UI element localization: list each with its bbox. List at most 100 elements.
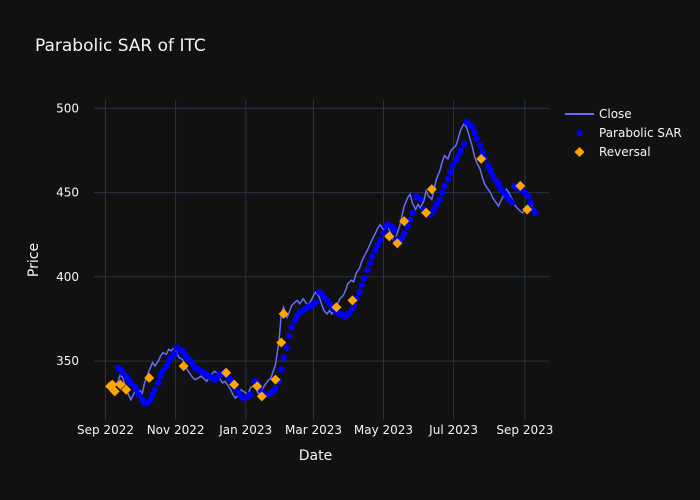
sar-point	[449, 162, 456, 169]
sar-point	[401, 229, 408, 237]
sar-point	[376, 236, 384, 243]
sar-point	[348, 307, 355, 314]
sar-point	[372, 246, 379, 254]
sar-point	[280, 354, 287, 361]
sar-point	[438, 189, 446, 196]
legend-sar-swatch	[576, 130, 583, 136]
sar-point	[398, 234, 406, 242]
sar-point	[525, 192, 532, 200]
sar-point	[436, 196, 443, 203]
sar-point	[471, 128, 478, 136]
sar-point	[484, 162, 492, 169]
sar-point	[487, 167, 494, 174]
legend-close-label: Close	[599, 107, 632, 121]
x-tick-label: Nov 2022	[147, 423, 205, 437]
sar-point	[163, 362, 170, 370]
sar-point	[457, 147, 464, 154]
reversal-point	[144, 372, 155, 383]
sar-point	[455, 152, 462, 159]
reversal-point	[270, 374, 281, 385]
reversal-point	[252, 381, 263, 392]
y-tick-label: 450	[56, 186, 79, 200]
reversal-point	[421, 207, 432, 218]
sar-point	[479, 149, 486, 156]
legend-item-reversal[interactable]: Reversal	[574, 145, 651, 159]
sar-point	[374, 241, 381, 248]
sar-point	[283, 344, 291, 351]
sar-point	[468, 123, 476, 131]
x-tick-label: May 2023	[354, 423, 413, 437]
legend-item-close[interactable]: Close	[565, 107, 632, 121]
reversal-point	[276, 337, 287, 348]
sar-point	[159, 368, 167, 375]
sar-point	[433, 201, 440, 208]
sar-point	[368, 253, 376, 260]
x-tick-label: Mar 2023	[285, 423, 342, 437]
y-tick-label: 350	[56, 354, 79, 368]
legend-reversal-label: Reversal	[599, 145, 651, 159]
sar-point	[441, 182, 448, 190]
reversal-point	[331, 302, 342, 313]
legend-item-parabolic-sar[interactable]: Parabolic SAR	[576, 126, 682, 140]
sar-point	[430, 206, 438, 213]
sar-point	[495, 181, 502, 188]
sar-point	[409, 209, 416, 216]
sar-point	[171, 351, 178, 358]
sar-point	[527, 199, 534, 206]
sar-point	[278, 366, 285, 373]
reversal-point	[221, 367, 232, 378]
x-tick-label: Jul 2023	[428, 423, 478, 437]
legend-reversal-swatch	[574, 147, 585, 157]
sar-point	[151, 386, 159, 393]
sar-point	[149, 391, 156, 398]
sar-point	[404, 223, 411, 230]
x-tick-label: Sep 2023	[496, 423, 553, 437]
sar-point	[360, 275, 368, 282]
sar-point	[135, 391, 142, 398]
sar-point	[489, 172, 496, 179]
x-axis-ticks: Sep 2022 Nov 2022 Jan 2023 Mar 2023 May 2023…	[77, 423, 553, 437]
y-axis-title: Price	[26, 243, 42, 277]
sar-point	[358, 282, 365, 289]
sar-point	[364, 266, 371, 274]
reversal-point	[115, 379, 126, 390]
sar-point	[366, 260, 373, 267]
legend-sar-label: Parabolic SAR	[599, 126, 682, 140]
sar-point	[291, 317, 299, 324]
sar-point	[380, 229, 387, 237]
sar-point	[155, 379, 162, 387]
reversal-point	[426, 184, 437, 195]
sar-point	[288, 324, 295, 331]
sar-point	[356, 288, 363, 296]
reversal-point	[178, 361, 189, 372]
y-tick-label: 500	[56, 101, 79, 115]
x-tick-label: Jan 2023	[218, 423, 272, 437]
sar-point	[476, 142, 484, 149]
sar-point	[417, 196, 424, 203]
reversal-point	[109, 386, 120, 397]
reversal-series	[105, 153, 533, 402]
reversal-point	[121, 384, 132, 395]
sar-point	[390, 226, 398, 233]
reversal-point	[476, 153, 487, 164]
reversal-point	[229, 379, 240, 390]
sar-point	[473, 135, 480, 142]
sar-point	[444, 176, 452, 183]
x-tick-label: Sep 2022	[77, 423, 134, 437]
sar-point	[532, 209, 539, 216]
y-tick-label: 400	[56, 270, 79, 284]
sar-point	[272, 384, 279, 392]
reversal-point	[392, 238, 403, 249]
sar-point	[247, 391, 254, 398]
reversal-point	[278, 308, 289, 319]
close-series-line	[109, 122, 534, 402]
sar-point	[447, 169, 454, 176]
sar-point	[460, 140, 468, 147]
reversal-point	[399, 216, 410, 227]
sar-point	[157, 373, 164, 380]
sar-point	[452, 157, 460, 164]
x-axis-title: Date	[299, 448, 332, 464]
sar-point	[312, 298, 319, 306]
